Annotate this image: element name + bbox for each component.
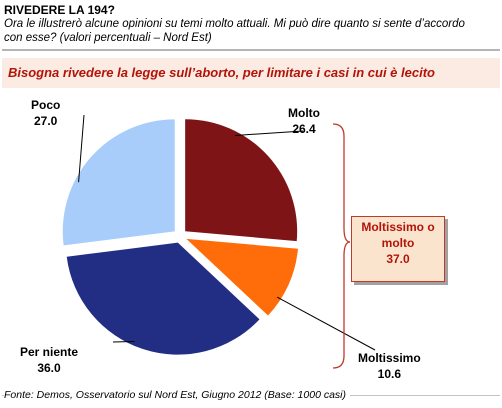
slice-label-per-niente: Per niente 36.0: [20, 344, 78, 376]
slice-value-poco: 27.0: [33, 114, 58, 128]
slice-value-moltissimo: 10.6: [377, 367, 402, 381]
pie-slice-poco: [62, 119, 175, 246]
slice-name-molto: Molto: [288, 106, 320, 120]
slice-label-poco: Poco 27.0: [31, 97, 60, 129]
pie-slice-molto: [185, 119, 298, 242]
pie-slice-per-niente: [66, 242, 260, 355]
slice-value-per-niente: 36.0: [37, 361, 61, 375]
question-banner: Bisogna rivedere la legge sull’aborto, p…: [2, 58, 500, 88]
slice-label-moltissimo: Moltissimo 10.6: [358, 350, 421, 382]
summary-value: 37.0: [386, 252, 410, 266]
summary-brace: [332, 123, 351, 369]
top-divider: [2, 49, 500, 51]
leader-line-poco: [78, 114, 85, 183]
slice-name-per-niente: Per niente: [20, 345, 79, 359]
leader-line-molto: [234, 130, 304, 136]
slice-name-poco: Poco: [31, 98, 61, 112]
leader-line-moltissimo: [277, 296, 376, 351]
summary-label: Moltissimo o molto: [361, 220, 435, 250]
chart-subtitle: Ora le illustrerò alcune opinioni su tem…: [4, 18, 465, 44]
slice-value-molto: 26.4: [292, 122, 316, 136]
summary-callout: Moltissimo o molto 37.0: [351, 216, 445, 282]
pie-slice-moltissimo: [186, 238, 298, 316]
chart-title: RIVEDERE LA 194?: [4, 3, 115, 17]
slice-name-moltissimo: Moltissimo: [358, 351, 421, 365]
slice-label-molto: Molto 26.4: [288, 105, 320, 137]
source-note: Fonte: Demos, Osservatorio sul Nord Est,…: [4, 389, 350, 401]
